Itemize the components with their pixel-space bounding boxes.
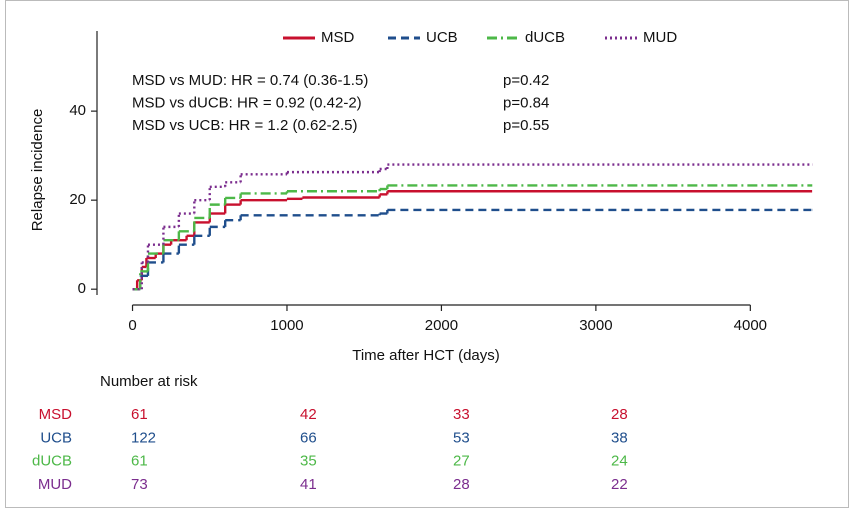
- x-tick-label: 1000: [270, 317, 303, 334]
- x-tick-label: 4000: [734, 317, 767, 334]
- risk-count: 22: [611, 476, 628, 493]
- legend-label: MUD: [643, 29, 677, 46]
- legend-label: dUCB: [525, 29, 565, 46]
- risk-count: 42: [300, 406, 317, 423]
- risk-count: 35: [300, 453, 317, 470]
- x-tick-label: 2000: [425, 317, 458, 334]
- risk-count: 66: [300, 429, 317, 446]
- risk-count: 122: [131, 429, 156, 446]
- risk-row-label: MSD: [39, 406, 73, 423]
- annotation: MSD vs dUCB: HR = 0.92 (0.42-2): [132, 94, 362, 111]
- risk-count: 24: [611, 453, 628, 470]
- risk-count: 61: [131, 406, 148, 423]
- risk-row-label: UCB: [40, 429, 72, 446]
- x-tick-label: 0: [128, 317, 136, 334]
- risk-count: 28: [611, 406, 628, 423]
- annotation-p: p=0.55: [503, 117, 549, 134]
- risk-row-label: dUCB: [32, 453, 72, 470]
- y-tick-label: 20: [69, 191, 86, 208]
- risk-count: 73: [131, 476, 148, 493]
- risk-table-title: Number at risk: [100, 373, 198, 390]
- risk-count: 41: [300, 476, 317, 493]
- y-tick-label: 0: [78, 280, 86, 297]
- annotation: MSD vs UCB: HR = 1.2 (0.62-2.5): [132, 117, 357, 134]
- x-tick-label: 3000: [579, 317, 612, 334]
- risk-count: 33: [453, 406, 470, 423]
- risk-count: 61: [131, 453, 148, 470]
- y-axis-label: Relapse incidence: [29, 109, 46, 232]
- risk-count: 38: [611, 429, 628, 446]
- annotation-p: p=0.84: [503, 94, 549, 111]
- y-tick-label: 40: [69, 102, 86, 119]
- risk-count: 53: [453, 429, 470, 446]
- risk-count: 27: [453, 453, 470, 470]
- legend-label: MSD: [321, 29, 355, 46]
- risk-count: 28: [453, 476, 470, 493]
- annotation-p: p=0.42: [503, 72, 549, 89]
- legend-label: UCB: [426, 29, 458, 46]
- risk-row-label: MUD: [38, 476, 72, 493]
- x-axis-label: Time after HCT (days): [352, 347, 500, 364]
- annotation: MSD vs MUD: HR = 0.74 (0.36-1.5): [132, 72, 368, 89]
